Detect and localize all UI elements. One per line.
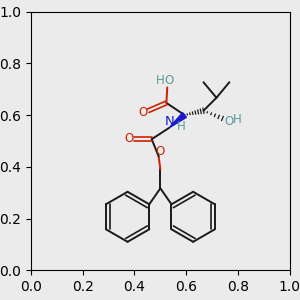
Text: H: H (177, 120, 185, 133)
Text: O: O (125, 132, 134, 145)
Text: N: N (165, 116, 175, 128)
Text: O: O (156, 145, 165, 158)
Text: H: H (156, 74, 165, 87)
Text: O: O (224, 116, 233, 128)
Text: O: O (139, 106, 148, 119)
Text: H: H (233, 113, 242, 126)
Text: O: O (164, 74, 174, 87)
Polygon shape (169, 113, 186, 128)
